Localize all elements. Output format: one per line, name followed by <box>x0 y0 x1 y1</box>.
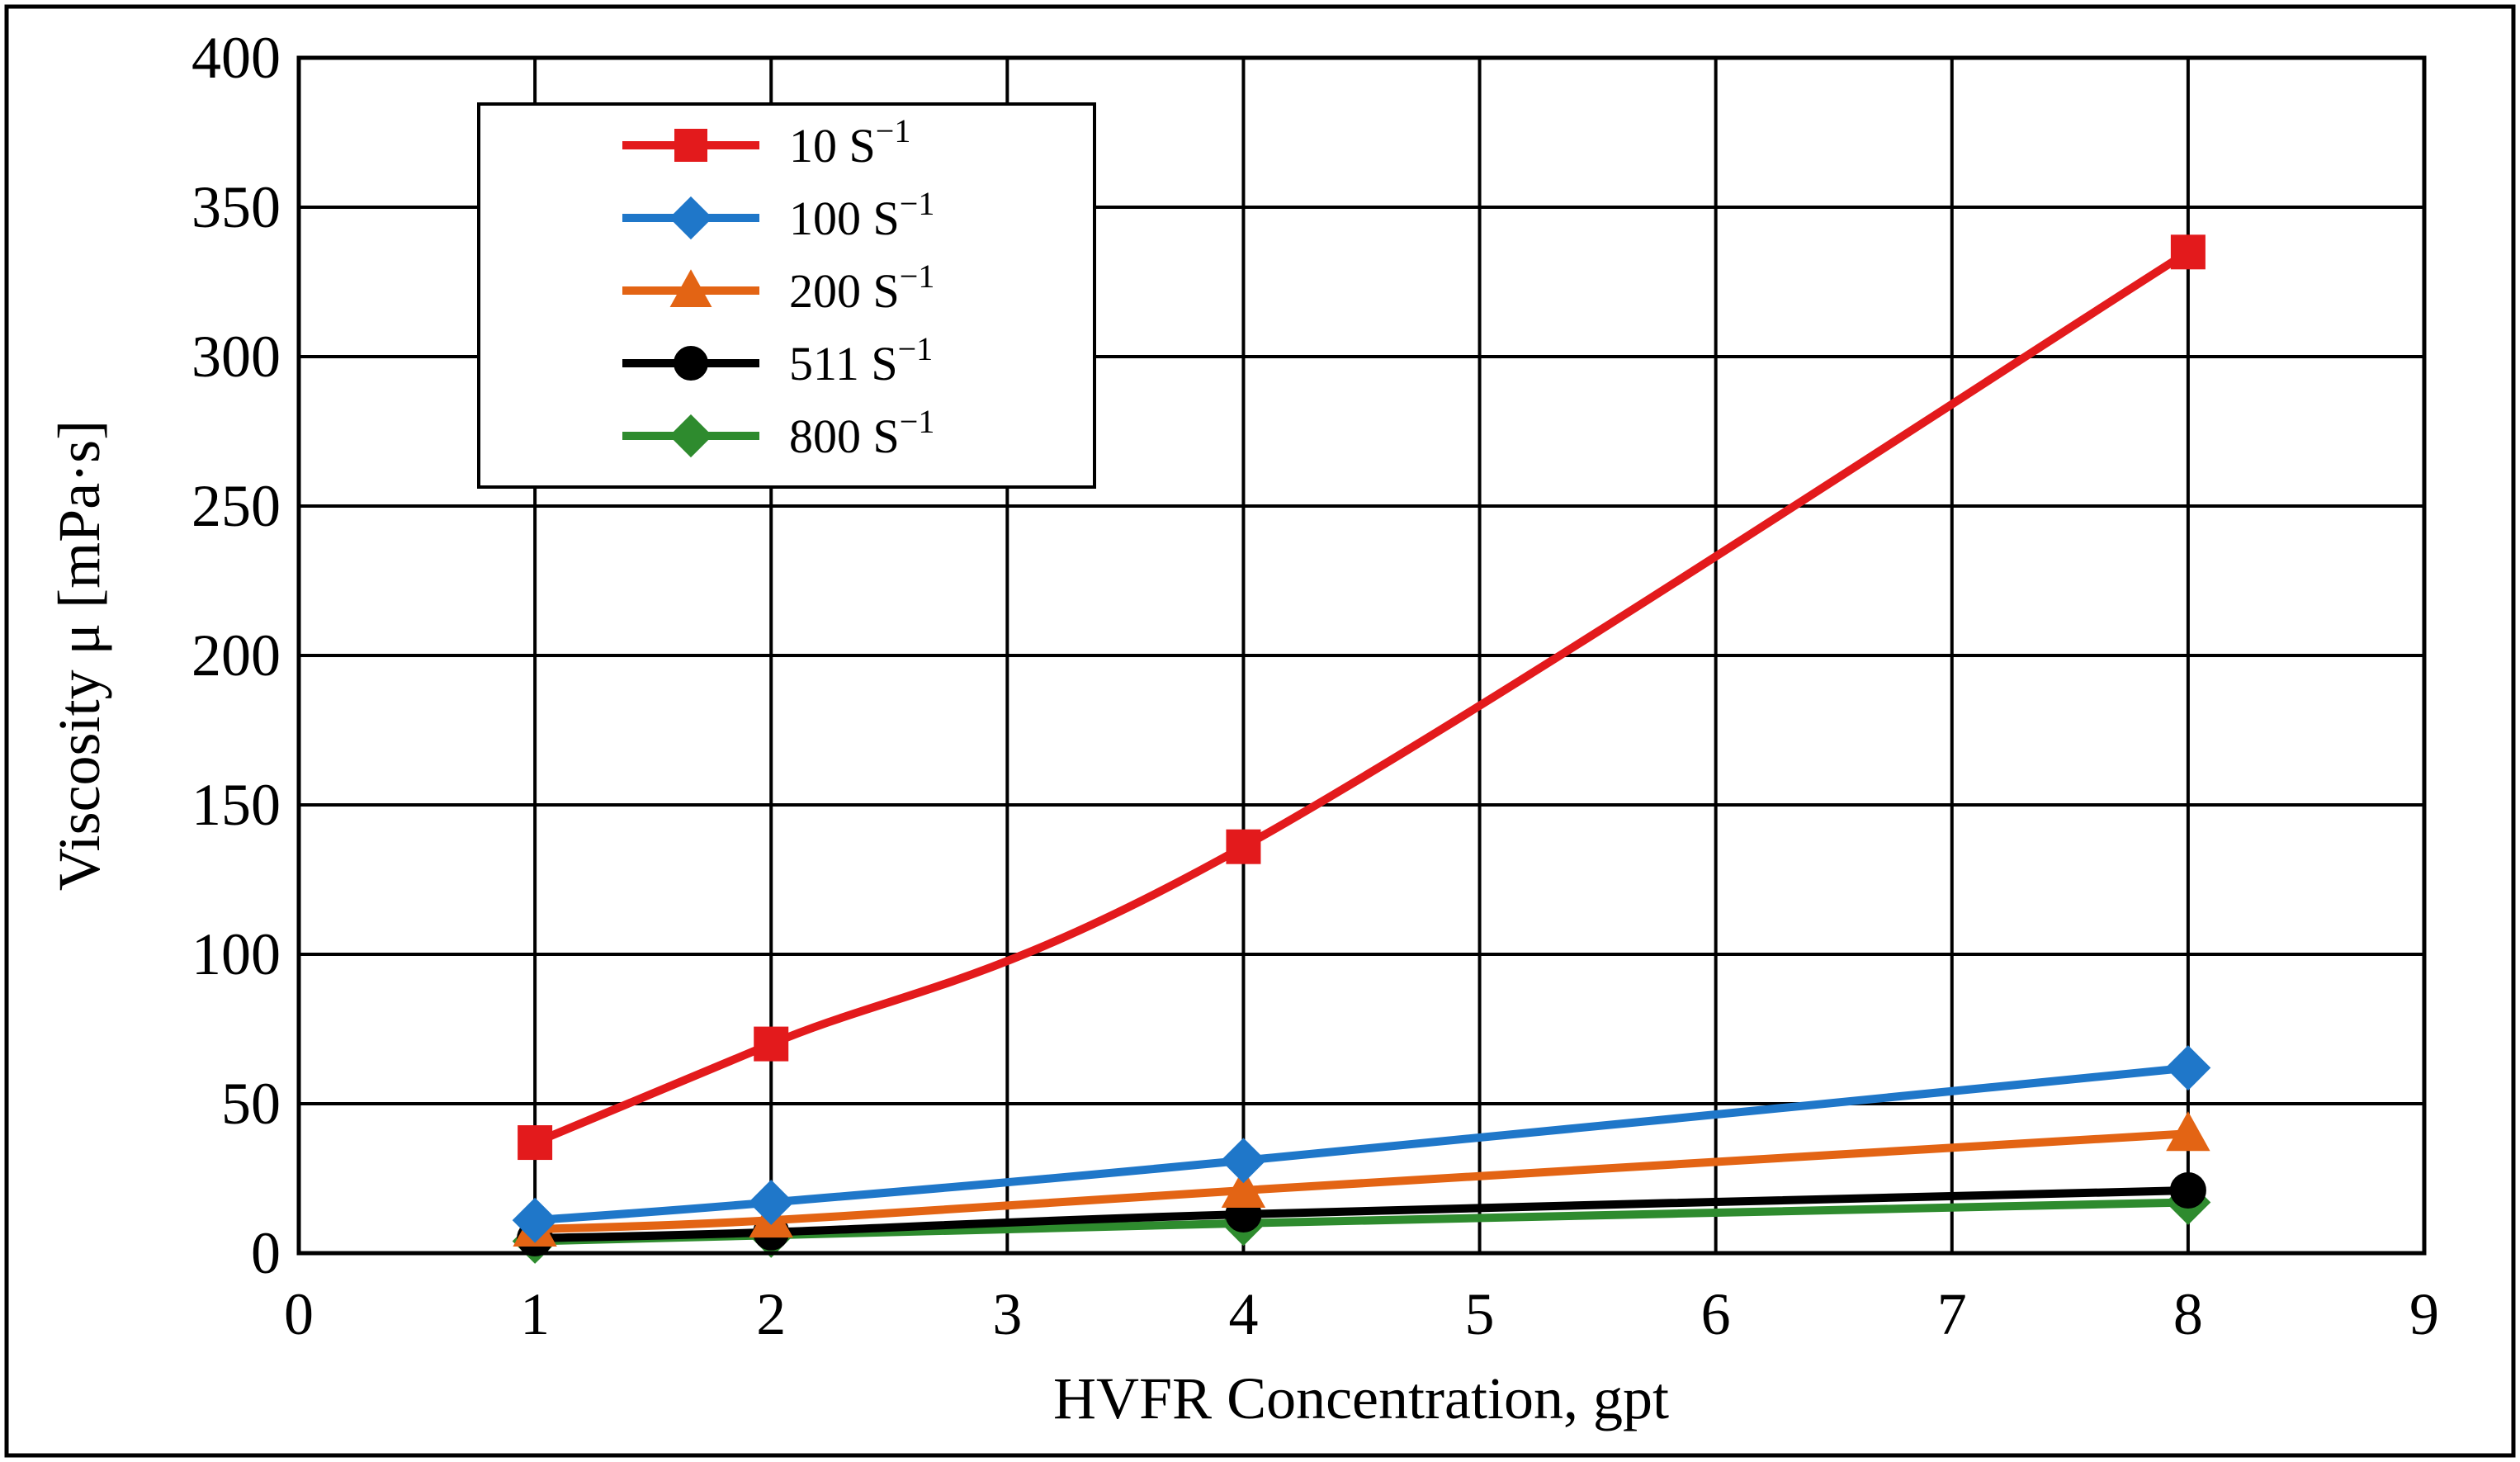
y-tick-label: 50 <box>221 1071 281 1137</box>
legend-superscript: −1 <box>900 185 935 222</box>
y-axis-title: Viscosity μ [mPa·s] <box>46 420 112 891</box>
data-point <box>2165 1045 2211 1091</box>
data-point <box>512 1197 558 1243</box>
legend-marker <box>669 414 713 458</box>
x-tick-label: 7 <box>1937 1281 1967 1347</box>
data-point <box>1226 829 1261 864</box>
y-tick-label: 100 <box>191 921 281 987</box>
legend-superscript: −1 <box>900 258 935 295</box>
y-tick-label: 250 <box>191 473 281 539</box>
x-tick-label: 5 <box>1465 1281 1495 1347</box>
legend-entry: 511 S−1 <box>622 330 933 390</box>
y-tick-label: 200 <box>191 622 281 688</box>
data-point <box>748 1180 794 1225</box>
data-point <box>1221 1167 1266 1208</box>
x-axis-title: HVFR Concentration, gpt <box>1053 1365 1669 1431</box>
x-tick-label: 4 <box>1228 1281 1258 1347</box>
data-point <box>1221 1138 1266 1184</box>
series-layer <box>512 234 2211 1264</box>
legend-superscript: −1 <box>876 112 911 149</box>
series-line <box>531 1063 2192 1225</box>
legend-box <box>477 102 1096 489</box>
legend-label: 100 S−1 <box>789 185 934 245</box>
legend-marker <box>669 269 712 307</box>
y-tick-label: 0 <box>251 1220 281 1286</box>
legend-marker <box>674 129 707 162</box>
y-tick-label: 300 <box>191 324 281 390</box>
x-tick-label: 0 <box>284 1281 314 1347</box>
x-tick-label: 2 <box>756 1281 786 1347</box>
y-tick-label: 350 <box>191 174 281 240</box>
legend-marker <box>674 346 708 381</box>
series-line <box>531 1129 2192 1234</box>
data-point <box>2166 1111 2210 1152</box>
y-tick-label: 150 <box>191 772 281 838</box>
series-1 <box>512 1045 2211 1243</box>
data-point <box>2170 234 2206 270</box>
legend-superscript: −1 <box>898 330 934 367</box>
x-tick-label: 6 <box>1701 1281 1731 1347</box>
y-tick-label: 400 <box>191 25 281 91</box>
x-tick-label: 3 <box>992 1281 1022 1347</box>
legend-entry: 100 S−1 <box>622 185 934 245</box>
legend-label: 511 S−1 <box>789 330 933 390</box>
y-axis-ticks: 0 50 100 150 200 250 300 350 400 <box>191 25 281 1286</box>
x-tick-label: 9 <box>2409 1281 2439 1347</box>
legend-superscript: −1 <box>900 403 935 440</box>
x-tick-label: 8 <box>2173 1281 2203 1347</box>
series-line <box>531 1185 2192 1242</box>
data-point <box>518 1125 553 1161</box>
series-line <box>531 248 2192 1147</box>
x-axis-ticks: 0 1 2 3 4 5 6 7 8 9 <box>284 1281 2439 1347</box>
series-0 <box>518 234 2206 1161</box>
data-point <box>754 1026 789 1062</box>
plot-border <box>296 55 2427 1256</box>
x-tick-label: 1 <box>520 1281 550 1347</box>
legend-marker <box>669 196 713 240</box>
data-point <box>2169 1171 2206 1209</box>
